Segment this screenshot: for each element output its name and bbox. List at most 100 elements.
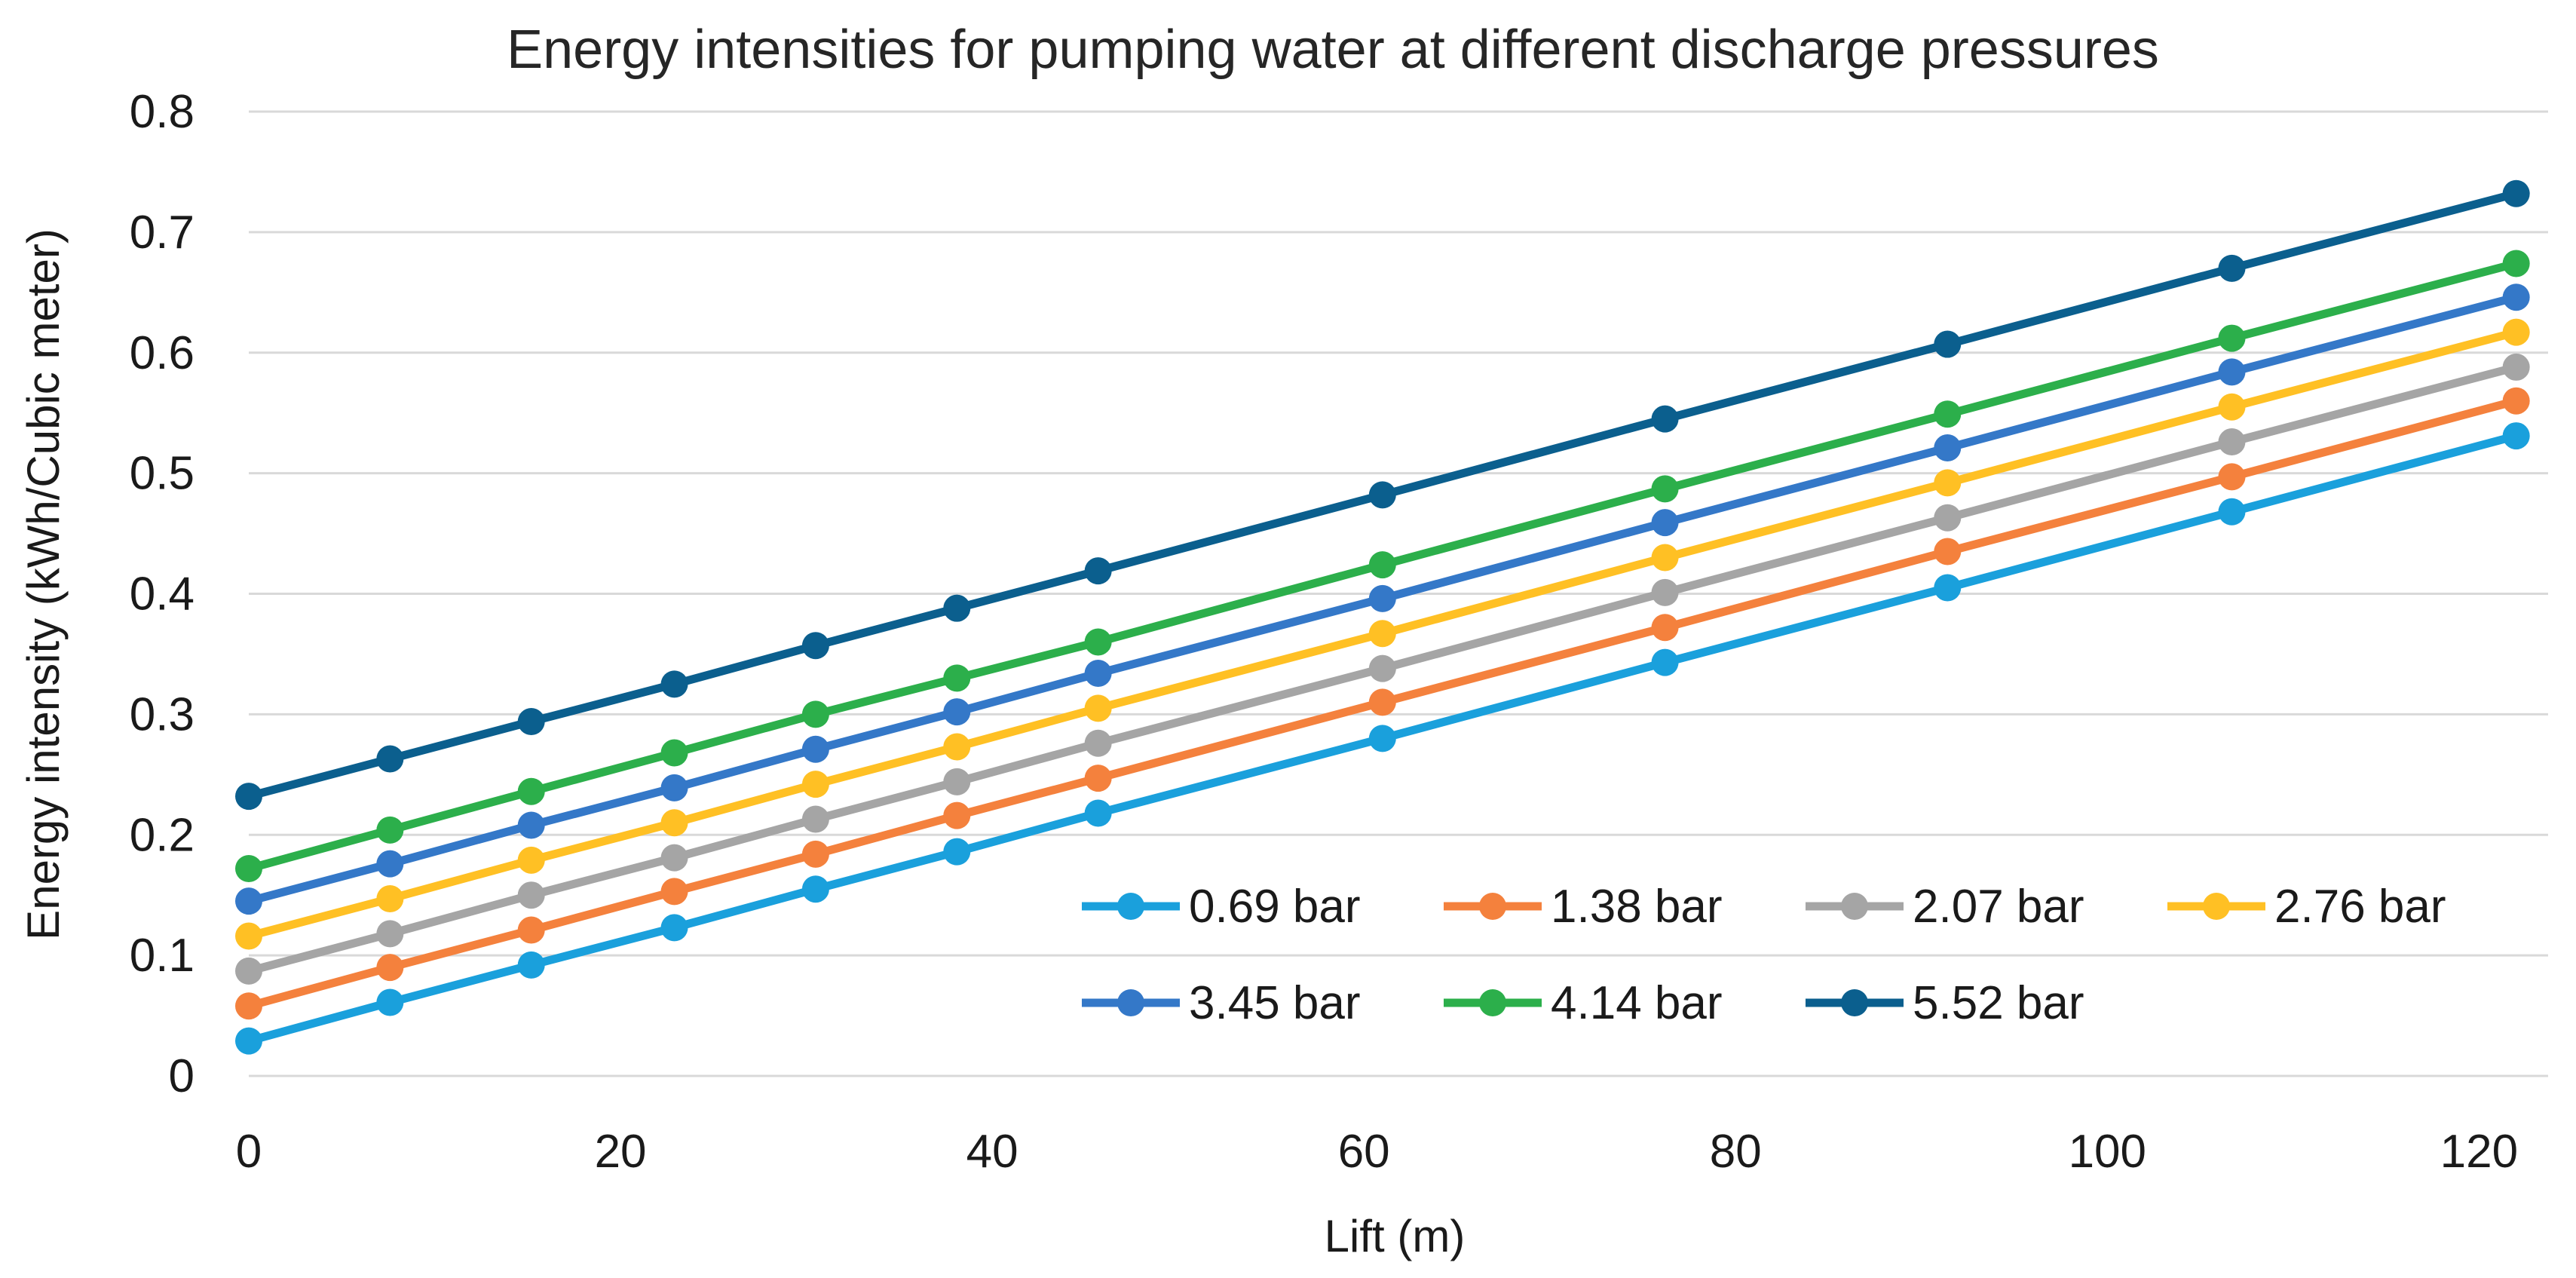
x-axis-ticks: 0 20 40 60 80 100 120 <box>236 1126 2518 1178</box>
legend-label: 0.69 bar <box>1189 881 1361 933</box>
legend-item: 5.52 bar <box>1806 977 2084 1029</box>
data-point <box>1368 620 1396 648</box>
y-axis-label: Energy intensity (kWh/Cubic meter) <box>18 228 69 940</box>
data-point <box>1651 648 1679 676</box>
data-point <box>2502 422 2530 450</box>
data-point <box>1368 584 1396 612</box>
data-point <box>1934 400 1962 428</box>
data-point <box>1651 405 1679 433</box>
legend-swatch-marker <box>1479 989 1506 1016</box>
series-3-45-bar <box>235 283 2530 915</box>
y-tick-label: 0 <box>169 1050 195 1102</box>
legend-item: 4.14 bar <box>1444 977 1723 1029</box>
x-tick-label: 120 <box>2440 1126 2518 1178</box>
legend-label: 5.52 bar <box>1913 977 2084 1029</box>
x-tick-label: 20 <box>595 1126 647 1178</box>
data-point <box>943 768 971 795</box>
data-point <box>2218 498 2246 526</box>
legend-swatch-marker <box>1117 893 1144 920</box>
y-tick-label: 0.2 <box>130 809 195 861</box>
data-point <box>2502 179 2530 207</box>
data-point <box>235 922 262 950</box>
data-point <box>1934 330 1962 358</box>
series-line <box>244 259 2521 873</box>
legend-label: 3.45 bar <box>1189 977 1361 1029</box>
series-group <box>235 179 2530 1055</box>
data-point <box>376 816 404 844</box>
data-point <box>943 801 971 829</box>
data-point <box>1651 614 1679 642</box>
data-point <box>235 887 262 915</box>
data-point <box>517 846 545 874</box>
series-line <box>244 328 2521 941</box>
data-point <box>2218 324 2246 352</box>
data-point <box>376 745 404 773</box>
x-tick-label: 0 <box>236 1126 262 1178</box>
series-4-14-bar <box>235 250 2530 883</box>
series-0-69-bar <box>235 422 2530 1055</box>
data-point <box>235 855 262 883</box>
legend-swatch-marker <box>1117 989 1144 1016</box>
data-point <box>1934 469 1962 497</box>
legend-swatch-marker <box>1479 893 1506 920</box>
y-axis-ticks: 0 0.1 0.2 0.3 0.4 0.5 0.6 0.7 0.8 <box>130 86 195 1102</box>
data-point <box>517 916 545 944</box>
legend-item: 0.69 bar <box>1082 881 1361 933</box>
data-point <box>2218 254 2246 282</box>
data-point <box>660 878 688 906</box>
data-point <box>235 783 262 811</box>
data-point <box>2218 463 2246 491</box>
legend-item: 1.38 bar <box>1444 881 1723 933</box>
data-point <box>1934 434 1962 462</box>
y-tick-label: 0.3 <box>130 688 195 740</box>
data-point <box>943 698 971 726</box>
data-point <box>517 707 545 735</box>
y-tick-label: 0.7 <box>130 207 195 259</box>
data-point <box>801 735 829 763</box>
data-point <box>2502 387 2530 415</box>
data-point <box>517 951 545 979</box>
legend-label: 2.76 bar <box>2274 881 2446 933</box>
data-point <box>1368 551 1396 579</box>
data-point <box>1084 660 1112 688</box>
data-point <box>1084 729 1112 757</box>
x-tick-label: 100 <box>2069 1126 2146 1178</box>
y-tick-label: 0.8 <box>130 86 195 138</box>
data-point <box>235 992 262 1020</box>
data-point <box>801 840 829 868</box>
data-point <box>801 805 829 833</box>
legend-swatch-marker <box>1841 989 1868 1016</box>
data-point <box>660 739 688 767</box>
data-point <box>801 771 829 798</box>
data-point <box>1368 725 1396 752</box>
x-axis-label: Lift (m) <box>1325 1211 1466 1261</box>
data-point <box>376 988 404 1016</box>
x-tick-label: 40 <box>966 1126 1018 1178</box>
data-point <box>1084 694 1112 722</box>
data-point <box>2502 250 2530 277</box>
legend: 0.69 bar 1.38 bar 2.07 bar 2.76 bar 3.45 bar… <box>1082 881 2446 1029</box>
chart-title: Energy intensities for pumping water at … <box>507 20 2159 80</box>
legend-item: 2.76 bar <box>2167 881 2446 933</box>
data-point <box>943 838 971 866</box>
legend-label: 4.14 bar <box>1551 977 1723 1029</box>
data-point <box>1368 654 1396 682</box>
y-tick-label: 0.4 <box>130 569 195 621</box>
series-5-52-bar <box>235 179 2530 811</box>
legend-label: 1.38 bar <box>1551 881 1723 933</box>
data-point <box>2502 353 2530 381</box>
data-point <box>517 777 545 805</box>
legend-label: 2.07 bar <box>1913 881 2084 933</box>
data-point <box>1368 481 1396 509</box>
data-point <box>1651 544 1679 572</box>
data-point <box>1651 578 1679 606</box>
series-2-07-bar <box>235 353 2530 985</box>
data-point <box>2502 318 2530 346</box>
series-line <box>244 397 2521 1010</box>
data-point <box>1084 799 1112 827</box>
data-point <box>1651 475 1679 503</box>
data-point <box>2218 393 2246 421</box>
data-point <box>2502 283 2530 311</box>
legend-swatch-marker <box>1841 893 1868 920</box>
data-point <box>943 733 971 761</box>
